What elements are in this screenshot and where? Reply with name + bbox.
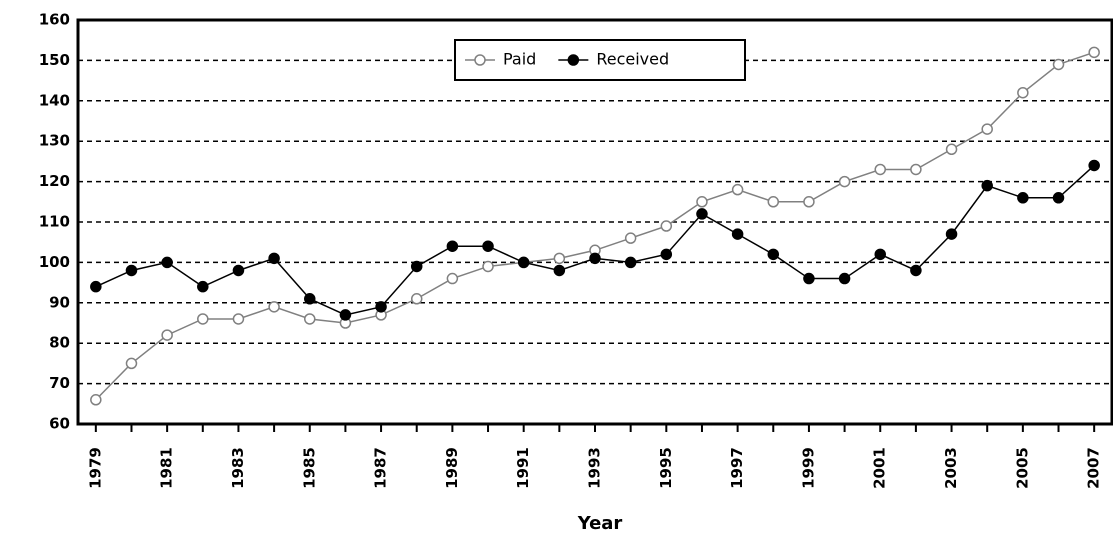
- point: [910, 163, 922, 176]
- point: [375, 301, 387, 313]
- line: [95, 164, 1095, 316]
- x-tick-label: 1995: [657, 447, 675, 489]
- point: [268, 301, 280, 313]
- x-tick-label: 1979: [86, 447, 104, 489]
- point: [767, 248, 780, 261]
- y-tick-label: 120: [39, 172, 70, 190]
- point: [803, 196, 815, 208]
- point: [482, 240, 494, 252]
- legend-marker: [474, 54, 486, 66]
- point: [482, 260, 494, 273]
- point: [660, 248, 673, 261]
- point: [304, 313, 316, 325]
- point: [446, 240, 459, 252]
- point: [1052, 58, 1065, 71]
- x-tick-label: 1997: [728, 447, 746, 489]
- point: [1088, 159, 1100, 172]
- y-tick-label: 160: [39, 11, 70, 29]
- y-tick-label: 90: [49, 293, 70, 311]
- point: [161, 329, 173, 341]
- point: [232, 313, 245, 325]
- y-tick-label: 130: [39, 132, 70, 150]
- point: [838, 175, 851, 188]
- x-tick-label: 1991: [514, 447, 532, 489]
- point: [410, 293, 423, 305]
- point: [767, 196, 780, 208]
- legend: [454, 39, 746, 81]
- point: [304, 293, 316, 305]
- y-tick-label: 60: [49, 415, 70, 433]
- point: [696, 208, 708, 220]
- legend-label: Received: [596, 50, 669, 69]
- x-tick-label: 2007: [1085, 447, 1103, 489]
- y-tick-label: 150: [39, 51, 70, 69]
- x-tick-label: 1989: [443, 447, 461, 489]
- point: [981, 123, 993, 135]
- point: [589, 252, 601, 265]
- point: [696, 196, 708, 208]
- point: [945, 228, 958, 240]
- line: [95, 51, 1095, 401]
- point: [874, 163, 886, 176]
- point: [339, 309, 352, 321]
- x-tick-label: 1993: [586, 447, 604, 489]
- point: [1052, 192, 1065, 204]
- point: [90, 394, 102, 406]
- point: [125, 264, 138, 277]
- point: [446, 272, 459, 285]
- point: [553, 252, 566, 265]
- point: [1088, 46, 1100, 59]
- point: [624, 256, 637, 269]
- point: [945, 143, 958, 156]
- x-tick-label: 2005: [1013, 447, 1031, 489]
- legend-marker: [567, 54, 580, 66]
- point: [731, 228, 744, 240]
- x-tick-label: 1981: [158, 447, 176, 489]
- point: [197, 280, 209, 293]
- point: [125, 357, 138, 370]
- point: [517, 256, 530, 269]
- point: [161, 256, 173, 269]
- x-tick-label: 2001: [871, 447, 889, 489]
- legend-label: Paid: [503, 50, 536, 69]
- point: [1017, 86, 1029, 99]
- y-tick-label: 80: [49, 334, 70, 352]
- y-tick-label: 110: [39, 213, 70, 231]
- point: [268, 252, 280, 265]
- point: [874, 248, 886, 261]
- x-tick-label: 1983: [229, 447, 247, 489]
- y-tick-label: 70: [49, 374, 70, 392]
- point: [90, 280, 102, 293]
- x-tick-label: 1985: [300, 447, 318, 489]
- point: [731, 183, 744, 196]
- point: [1017, 192, 1029, 204]
- point: [197, 313, 209, 325]
- x-axis-label: Year: [577, 513, 623, 534]
- point: [910, 264, 922, 277]
- y-tick-label: 140: [39, 91, 70, 109]
- point: [553, 264, 566, 277]
- point: [232, 264, 245, 277]
- point: [803, 272, 815, 285]
- point: [410, 260, 423, 273]
- point: [981, 179, 993, 192]
- x-tick-label: 1987: [372, 447, 390, 489]
- x-tick-label: 2003: [942, 447, 960, 489]
- point: [660, 220, 673, 232]
- x-tick-label: 1999: [799, 447, 817, 489]
- y-tick-label: 100: [39, 253, 70, 271]
- point: [624, 232, 637, 244]
- point: [838, 272, 851, 285]
